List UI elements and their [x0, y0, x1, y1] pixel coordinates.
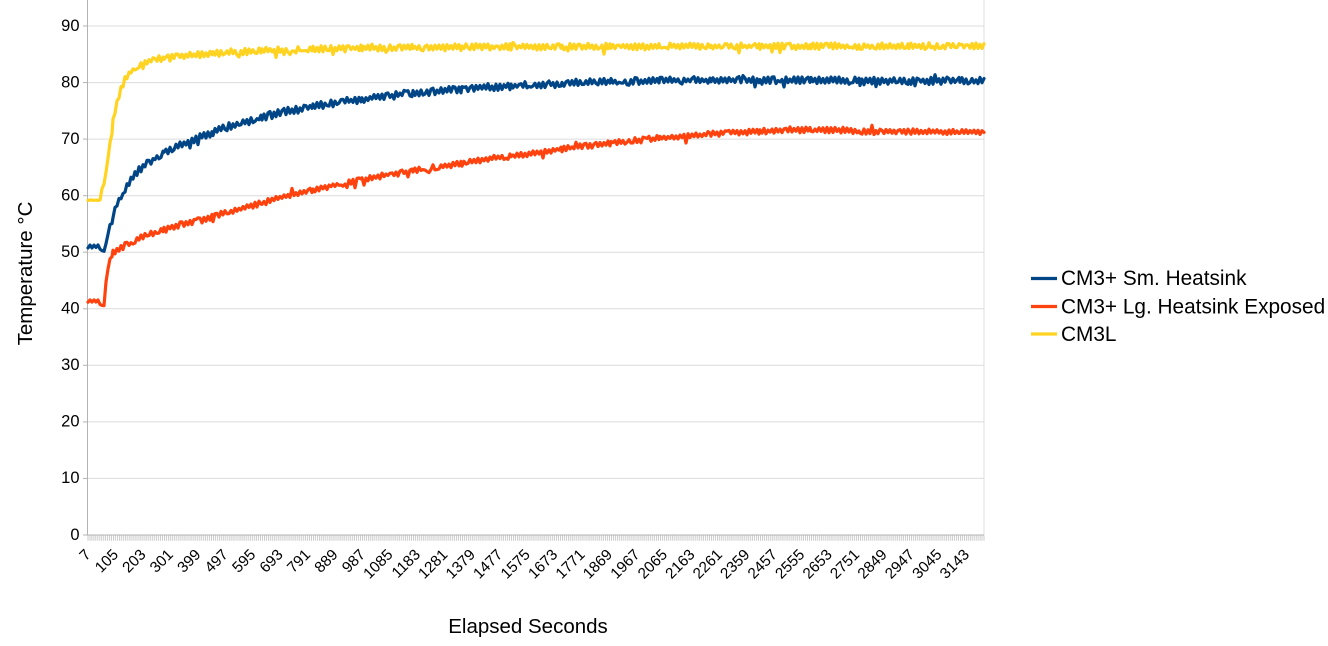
svg-text:70: 70	[61, 130, 79, 148]
svg-text:20: 20	[61, 413, 79, 431]
svg-text:CM3L: CM3L	[1061, 323, 1116, 346]
svg-text:Temperature °C: Temperature °C	[14, 201, 37, 345]
svg-text:10: 10	[61, 469, 79, 487]
svg-text:90: 90	[61, 17, 79, 35]
svg-text:40: 40	[61, 300, 79, 318]
svg-text:CM3+ Lg. Heatsink Exposed: CM3+ Lg. Heatsink Exposed	[1061, 296, 1325, 319]
svg-text:0: 0	[70, 526, 79, 544]
svg-text:50: 50	[61, 243, 79, 261]
svg-text:30: 30	[61, 356, 79, 374]
svg-text:80: 80	[61, 73, 79, 91]
svg-text:Elapsed Seconds: Elapsed Seconds	[448, 615, 608, 638]
svg-text:60: 60	[61, 187, 79, 205]
svg-text:CM3+ Sm. Heatsink: CM3+ Sm. Heatsink	[1061, 267, 1247, 290]
